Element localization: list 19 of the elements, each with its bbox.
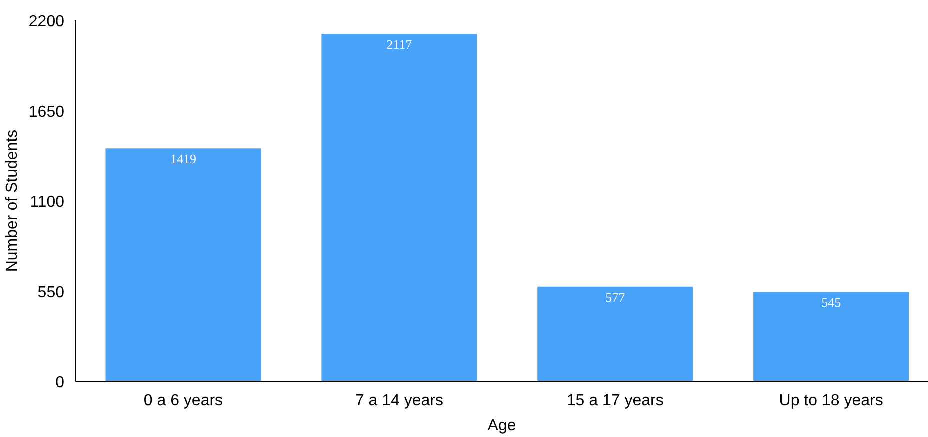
x-tick-label: Up to 18 years (779, 392, 884, 410)
y-tick-label: 1100 (30, 194, 65, 211)
bar (754, 292, 910, 382)
data-label: 2117 (386, 37, 413, 52)
bar (106, 148, 262, 382)
y-tick-label: 2200 (28, 14, 65, 30)
x-tick-label: 15 a 17 years (566, 392, 664, 410)
bar (322, 34, 478, 382)
x-tick-label: 0 a 6 years (144, 392, 224, 410)
x-axis-title: Age (488, 418, 516, 434)
data-label: 577 (606, 290, 626, 305)
y-tick-label: 550 (38, 284, 65, 302)
data-label: 545 (822, 295, 842, 310)
y-tick-label: 0 (56, 374, 65, 392)
x-tick-label: 7 a 14 years (355, 392, 444, 410)
y-tick-label: 1650 (28, 104, 65, 121)
data-label: 1419 (170, 152, 196, 167)
y-axis-title: Number of Students (4, 130, 21, 272)
bar (538, 286, 694, 382)
